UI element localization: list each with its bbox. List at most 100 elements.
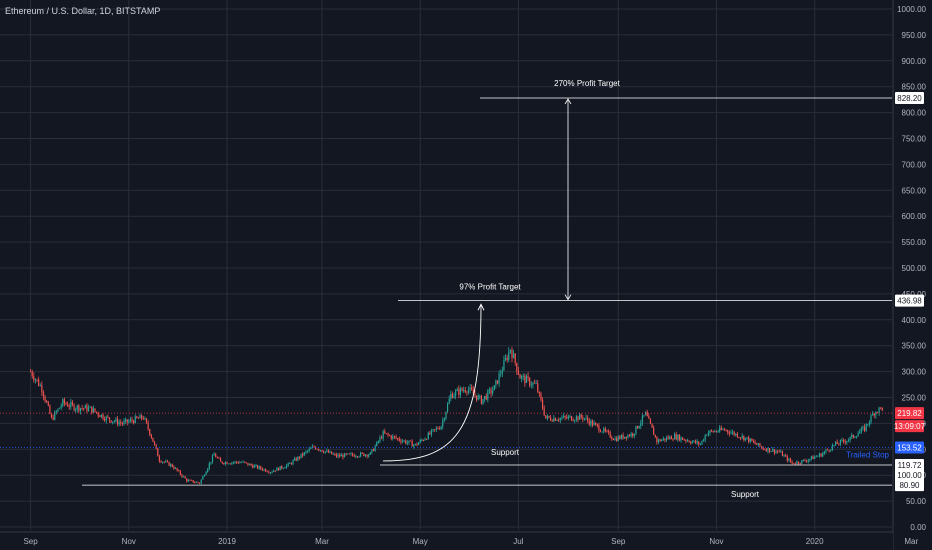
candle-body: [838, 443, 840, 445]
candle-body: [490, 389, 492, 394]
candle-body: [340, 454, 342, 457]
candle-body: [686, 440, 689, 442]
candle-body: [153, 441, 156, 445]
candle-body: [474, 393, 476, 396]
candle-body: [149, 429, 151, 435]
candle-body: [240, 462, 243, 464]
candle-body: [418, 442, 420, 445]
candle-body: [767, 448, 769, 452]
candle-body: [455, 390, 457, 396]
candle-body: [271, 471, 273, 473]
candle-body: [108, 417, 111, 421]
candle-body: [252, 465, 254, 468]
candle-body: [102, 414, 104, 419]
candle-body: [350, 453, 352, 455]
candle-body: [33, 376, 35, 381]
candle-body: [839, 440, 842, 445]
candle-body: [298, 456, 301, 458]
candle-body: [775, 451, 777, 453]
y-tick-label: 650.00: [902, 186, 927, 195]
candle-body: [834, 441, 837, 445]
candle-body: [673, 434, 676, 440]
trailed-stop-label: Trailed Stop: [846, 450, 889, 459]
candle-body: [768, 448, 771, 452]
candle-body: [303, 452, 305, 456]
candle-body: [84, 405, 86, 409]
candle-body: [749, 438, 751, 442]
candle-body: [725, 429, 727, 431]
candle-body: [131, 419, 133, 421]
y-tick-label: 700.00: [902, 160, 927, 169]
candle-body: [567, 416, 569, 419]
candle-body: [211, 455, 214, 463]
candle-body: [210, 462, 212, 464]
candle-body: [46, 400, 48, 403]
candle-body: [231, 462, 233, 464]
x-tick-label: 2019: [218, 537, 236, 546]
candle-body: [242, 461, 244, 463]
candle-body: [740, 437, 742, 439]
candle-body: [820, 453, 822, 457]
candle-body: [52, 417, 54, 420]
candle-body: [145, 418, 148, 423]
candle-body: [495, 380, 497, 386]
candle-body: [688, 440, 690, 443]
candle-body: [810, 456, 813, 459]
candle-body: [709, 430, 711, 433]
candle-body: [714, 431, 716, 433]
x-tick-label: Mar: [904, 537, 918, 546]
candle-body: [147, 422, 149, 430]
candle-body: [413, 444, 415, 447]
candle-body: [116, 418, 119, 425]
candle-body: [347, 453, 349, 455]
candle-body: [570, 416, 573, 421]
candle-body: [654, 434, 656, 437]
candle-body: [134, 416, 136, 423]
candle-body: [182, 476, 185, 478]
candle-body: [846, 441, 848, 443]
x-tick-label: Sep: [611, 537, 626, 546]
candle-body: [324, 451, 326, 453]
candle-body: [133, 420, 135, 423]
candle-body: [799, 463, 801, 465]
candle-body: [867, 424, 869, 426]
candle-body: [607, 431, 610, 433]
candle-body: [773, 449, 776, 453]
candle-body: [442, 420, 444, 427]
candle-body: [574, 420, 576, 421]
candle-body: [517, 371, 520, 375]
candle-body: [348, 453, 350, 455]
candle-body: [569, 416, 571, 417]
y-tick-label: 500.00: [902, 264, 927, 273]
x-tick-label: May: [413, 537, 428, 546]
candle-body: [310, 448, 312, 449]
candle-body: [823, 451, 825, 454]
candle-body: [722, 429, 724, 431]
candle-body: [532, 382, 534, 385]
candle-body: [519, 374, 521, 379]
price-badges: 828.20 436.98 219.82 13:09:07 153.52 119.7210…: [894, 91, 926, 492]
candle-body: [192, 480, 194, 483]
candle-body: [226, 462, 228, 464]
candle-body: [727, 430, 729, 433]
candle-body: [81, 408, 83, 409]
candle-body: [92, 408, 94, 413]
candle-body: [780, 451, 782, 453]
candle-body: [648, 416, 650, 419]
candle-body: [335, 454, 338, 457]
candle-body: [760, 446, 763, 448]
candle-body: [173, 466, 175, 469]
candle-body: [582, 417, 584, 420]
candle-body: [587, 417, 589, 421]
candle-body: [94, 408, 96, 412]
candle-body: [124, 419, 127, 422]
candle-body: [493, 385, 495, 391]
candle-body: [451, 393, 454, 398]
candle-body: [509, 349, 511, 352]
candle-body: [611, 437, 613, 439]
candle-body: [553, 418, 555, 422]
candle-body: [229, 463, 231, 465]
candle-body: [121, 423, 123, 424]
candle-body: [712, 431, 714, 433]
